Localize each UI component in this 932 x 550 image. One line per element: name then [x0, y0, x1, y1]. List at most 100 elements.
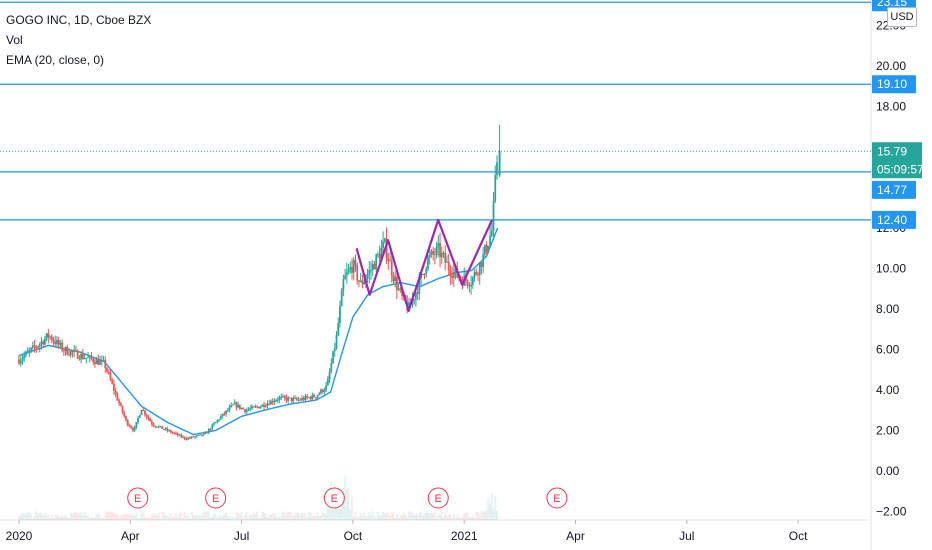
candle-body	[378, 253, 381, 259]
candle	[321, 388, 324, 394]
volume-bar	[290, 512, 293, 520]
candle	[437, 234, 440, 257]
y-tick-label: 2.00	[876, 424, 900, 438]
candle-body	[161, 426, 164, 429]
legend-ema[interactable]: EMA (20, close, 0)	[6, 53, 105, 67]
candle	[42, 339, 45, 349]
candle-body	[188, 437, 191, 439]
volume-bar	[187, 513, 190, 520]
candle	[337, 317, 340, 337]
volume-bar	[121, 514, 124, 520]
volume-bar	[124, 514, 127, 520]
candle	[185, 437, 188, 441]
candle-body	[42, 341, 45, 345]
candle	[358, 279, 360, 288]
candle-body	[232, 404, 234, 406]
volume-bar	[202, 511, 205, 520]
candle	[76, 349, 79, 360]
volume-bar	[263, 512, 266, 520]
candle-body	[492, 200, 495, 231]
candle	[47, 328, 50, 344]
candle	[37, 345, 39, 350]
candle-body	[26, 351, 29, 353]
candle-body	[256, 406, 259, 408]
volume-bar	[245, 511, 248, 520]
volume-bar	[237, 512, 240, 520]
volume-bar	[195, 513, 198, 520]
volume-bar	[178, 514, 181, 520]
candle	[216, 419, 219, 424]
candle-body	[187, 437, 190, 440]
volume-bar	[282, 511, 285, 520]
candle	[149, 417, 152, 422]
candle	[137, 416, 139, 425]
candle-body	[43, 338, 46, 345]
candle-body	[166, 428, 169, 431]
volume-bar	[100, 517, 103, 520]
volume-bar	[288, 512, 291, 520]
volume-bar	[421, 515, 424, 520]
candle-body	[106, 368, 108, 372]
volume-bar	[169, 513, 172, 520]
currency-button[interactable]: USD	[887, 7, 917, 27]
candle	[130, 425, 133, 430]
volume-bar	[118, 517, 121, 520]
price-axis[interactable]: 22.0020.0018.0012.0010.008.006.004.002.0…	[876, 19, 907, 519]
candle-body	[18, 359, 20, 364]
candle	[113, 379, 115, 395]
volume-bar	[95, 513, 98, 520]
candle-body	[213, 423, 215, 425]
candle	[156, 426, 158, 428]
candle	[138, 414, 141, 419]
x-tick-label: 2021	[451, 529, 478, 543]
candle-body	[37, 346, 39, 348]
candle	[359, 272, 362, 283]
earnings-marker: E	[205, 487, 227, 509]
candle-body	[100, 359, 103, 361]
volume-bar	[354, 511, 357, 520]
y-tick-label: 4.00	[876, 383, 900, 397]
volume-bar	[45, 515, 48, 520]
candle-body	[421, 273, 424, 275]
candle-body	[428, 254, 431, 258]
volume-bar	[489, 503, 492, 520]
candle	[40, 336, 43, 350]
earnings-marker: E	[427, 487, 449, 509]
candle-body	[40, 341, 43, 345]
legend-volume[interactable]: Vol	[6, 33, 23, 47]
candle-body	[383, 238, 386, 242]
y-tick-label: 20.00	[876, 59, 906, 73]
candle	[425, 266, 428, 278]
candle	[223, 411, 226, 416]
candle	[257, 406, 260, 409]
pattern-drawing[interactable]	[355, 218, 493, 313]
candle-body	[156, 426, 158, 428]
candle	[335, 331, 338, 350]
volume-bar	[318, 516, 321, 520]
candle	[399, 287, 402, 293]
candle	[99, 356, 102, 365]
candle	[306, 394, 309, 400]
volume-bar	[171, 517, 174, 520]
candle	[161, 426, 164, 429]
candle-body	[349, 267, 352, 270]
volume-bar	[159, 517, 162, 520]
candle	[232, 403, 234, 406]
time-axis[interactable]: 2020 Apr Jul Oct 2021 Apr Jul Oct	[6, 520, 808, 543]
horizontal-lines[interactable]	[0, 1, 871, 221]
volume-bar	[275, 516, 278, 520]
volume-bar	[259, 517, 262, 520]
legend-symbol[interactable]: GOGO INC, 1D, Cboe BZX	[6, 13, 152, 27]
candle-body	[394, 277, 397, 282]
candle-body	[275, 400, 278, 402]
volume-bar	[304, 513, 307, 520]
candle	[320, 388, 322, 395]
volume-bar	[54, 514, 57, 520]
volume-bar	[18, 516, 20, 520]
volume-bar	[283, 513, 286, 520]
grid	[0, 0, 872, 550]
candle-body	[142, 410, 145, 412]
candle-body	[377, 253, 379, 255]
